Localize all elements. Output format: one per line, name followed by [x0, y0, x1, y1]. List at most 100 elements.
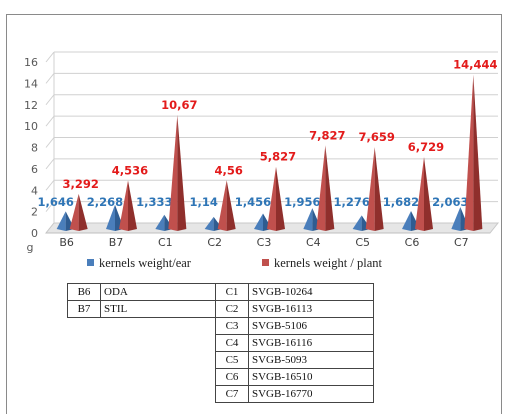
data-label-ear: 1,646	[37, 195, 73, 209]
cone-ear	[352, 215, 362, 231]
cone-shade-plant	[128, 180, 137, 231]
codes-table-cell: SVGB-10264	[248, 283, 374, 301]
gridline-side	[45, 73, 55, 84]
data-label-ear: 2,063	[432, 195, 468, 209]
data-label-plant: 10,67	[161, 98, 197, 112]
data-label-ear: 1,14	[189, 195, 217, 209]
codes-table-row: C5 SVGB-5093	[68, 351, 374, 369]
data-label-ear: 1,956	[284, 195, 320, 209]
cone-shade-plant	[325, 145, 335, 231]
codes-table-cell: SVGB-16116	[248, 334, 374, 352]
codes-table-cell: B6	[67, 283, 101, 301]
x-tick-label: C7	[454, 236, 469, 249]
cone-plant	[316, 145, 326, 231]
cone-plant	[365, 147, 375, 231]
cone-ear	[204, 216, 214, 231]
x-tick-label: B6	[59, 236, 74, 249]
codes-table-row: C7 SVGB-16770	[68, 385, 374, 403]
cone-shade-plant	[276, 166, 285, 231]
y-tick-label: 2	[31, 206, 38, 219]
data-label-plant: 4,536	[112, 164, 148, 178]
cone-ear	[402, 211, 411, 231]
codes-table-cell: SVGB-5093	[248, 351, 374, 369]
codes-table-cell: STIL	[100, 300, 216, 318]
genotype-codes-table: B6 ODA C1 SVGB-10264 B7 STIL C2 SVGB-16113 C3 SVG…	[67, 283, 374, 403]
gridline-side	[45, 201, 55, 212]
cone-shade-plant	[374, 147, 384, 231]
data-label-plant: 7,827	[309, 128, 345, 142]
data-label-ear: 1,682	[383, 195, 419, 209]
y-tick-label: 0	[31, 227, 38, 240]
data-label-ear: 2,268	[87, 195, 123, 209]
codes-table-cell: C5	[215, 351, 249, 369]
x-tick-label: C3	[257, 236, 272, 249]
codes-table-cell	[68, 335, 101, 352]
codes-table-row: C6 SVGB-16510	[68, 368, 374, 386]
gridline-side	[45, 179, 55, 191]
cone-shade-plant	[177, 114, 187, 231]
x-tick-label: B7	[109, 236, 124, 249]
legend-label: kernels weight / plant	[274, 256, 382, 270]
codes-table-cell: SVGB-16770	[248, 385, 374, 403]
y-tick-label: 6	[31, 163, 38, 176]
codes-table-cell	[101, 318, 216, 335]
cone-shade-plant	[424, 157, 433, 231]
legend-swatch	[87, 259, 94, 266]
data-label-plant: 7,659	[358, 130, 394, 144]
data-label-plant: 4,56	[214, 163, 242, 177]
y-tick-label: 14	[24, 77, 38, 90]
cone-ear	[303, 208, 313, 231]
codes-table-cell: C2	[215, 300, 249, 318]
gridline-side	[45, 94, 55, 106]
cone-plant	[119, 180, 128, 231]
data-label-plant: 6,729	[408, 140, 444, 154]
x-tick-label: C2	[207, 236, 222, 249]
x-tick-label: C5	[355, 236, 370, 249]
gridline-side	[45, 137, 55, 148]
codes-table-cell: C4	[215, 334, 249, 352]
codes-table-cell	[101, 369, 216, 386]
x-tick-label: C4	[306, 236, 321, 249]
data-label-plant: 14,444	[453, 58, 497, 72]
codes-table-cell	[101, 335, 216, 352]
cone-shade-plant	[473, 74, 483, 231]
data-label-plant: 3,292	[62, 177, 98, 191]
data-label-ear: 1,276	[333, 195, 369, 209]
cone-ear	[56, 211, 66, 231]
cone-plant	[415, 157, 424, 231]
cone-ear	[106, 204, 115, 231]
cone-plant	[464, 74, 474, 231]
data-label-plant: 5,827	[260, 150, 296, 164]
codes-table-cell	[68, 369, 101, 386]
cone-plant	[168, 114, 178, 231]
cone-ear	[451, 206, 461, 231]
codes-table-cell: C7	[215, 385, 249, 403]
codes-table-row: C4 SVGB-16116	[68, 334, 374, 352]
y-tick-label: 10	[24, 120, 38, 133]
y-axis-label: g	[27, 241, 34, 254]
codes-table-cell: SVGB-16113	[248, 300, 374, 318]
codes-table-cell: C1	[215, 283, 249, 301]
codes-table-cell: C3	[215, 317, 249, 335]
cone-plant	[69, 193, 79, 231]
codes-table-cell: SVGB-5106	[248, 317, 374, 335]
codes-table-cell: B7	[67, 300, 101, 318]
codes-table-row: C3 SVGB-5106	[68, 317, 374, 335]
chart-frame	[6, 14, 502, 414]
cone-plant	[217, 180, 227, 231]
codes-table-cell	[101, 352, 216, 369]
data-label-ear: 1,333	[136, 195, 172, 209]
cone-shade-plant	[78, 193, 88, 231]
y-tick-label: 16	[24, 56, 38, 69]
codes-table-cell	[68, 352, 101, 369]
y-tick-label: 4	[31, 184, 38, 197]
gridline-side	[45, 158, 55, 170]
legend-swatch	[262, 259, 269, 266]
codes-table-row: B6 ODA C1 SVGB-10264	[67, 283, 374, 301]
codes-table-cell	[68, 318, 101, 335]
y-tick-label: 12	[24, 99, 38, 112]
cone-shade-plant	[226, 180, 236, 231]
codes-table-row: B7 STIL C2 SVGB-16113	[67, 300, 374, 318]
data-label-ear: 1,456	[235, 195, 271, 209]
gridline-side	[45, 115, 55, 127]
